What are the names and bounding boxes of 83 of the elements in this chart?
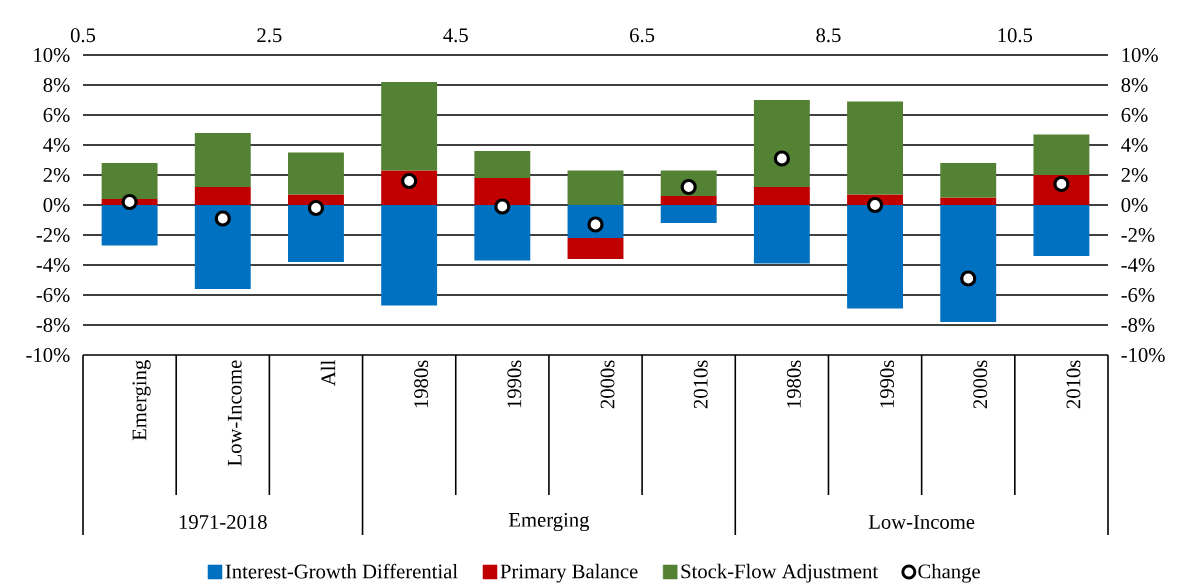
y2-tick-label: -2%: [1121, 228, 1155, 243]
bar: [194, 187, 251, 205]
x2-tick-label: 10.5: [998, 28, 1033, 43]
y-tick-label: -4%: [36, 258, 70, 273]
point: [307, 199, 325, 217]
y2-tick-label: 2%: [1121, 168, 1148, 183]
x-tick-label: 1990s: [507, 360, 522, 408]
bar: [101, 163, 158, 199]
bar: [474, 205, 531, 261]
x-tick-label: 2010s: [693, 360, 708, 409]
point: [866, 196, 884, 214]
bar: [1033, 134, 1090, 175]
y-tick-label: 4%: [43, 138, 70, 153]
bar: [288, 205, 344, 262]
point: [1053, 175, 1070, 193]
point: [494, 198, 511, 215]
bar: [660, 196, 717, 205]
bar: [660, 205, 717, 223]
point: [214, 210, 231, 227]
bar: [381, 82, 438, 171]
point: [401, 172, 418, 190]
text: Low-Income: [868, 515, 975, 529]
x2-tick-label: 0.5: [70, 28, 96, 43]
x2-tick-label: 4.5: [443, 28, 468, 43]
bar: [101, 205, 158, 246]
point: [587, 216, 604, 233]
x-tick-label: 2000s: [600, 360, 615, 409]
y-tick-label: 10%: [34, 48, 70, 63]
x-tick-label: Low-Income: [227, 360, 242, 466]
point: [960, 270, 977, 287]
y-tick-label: -10%: [26, 348, 70, 363]
x-tick-label: 1980s: [414, 360, 429, 408]
y2-tick-label: -6%: [1121, 288, 1155, 303]
bar: [940, 197, 997, 205]
legend-label: Interest-Growth Differential: [225, 563, 458, 579]
y-tick-label: -2%: [36, 228, 70, 243]
legend-label: Stock-Flow Adjustment: [681, 563, 879, 583]
text: 1971-2018: [179, 515, 267, 529]
bar: [194, 133, 251, 187]
bar: [753, 100, 810, 187]
point: [680, 178, 697, 196]
x-tick-label: 2000s: [973, 360, 988, 409]
y-tick-label: 2%: [43, 168, 70, 183]
y2-tick-label: -4%: [1121, 258, 1155, 273]
x2-tick-label: 2.5: [257, 28, 282, 43]
bar: [194, 205, 251, 289]
x-tick-label: All: [320, 360, 336, 386]
bar: [381, 205, 438, 306]
bar: [753, 187, 810, 205]
bar: [753, 205, 810, 264]
y-tick-label: 6%: [43, 108, 70, 123]
y2-tick-label: 8%: [1121, 78, 1148, 93]
bar: [474, 151, 531, 178]
bar: [940, 205, 997, 322]
bar: [288, 152, 344, 195]
bar: [567, 238, 624, 259]
point: [773, 150, 790, 167]
y2-tick-label: 0%: [1121, 198, 1148, 213]
y2-tick-label: 10%: [1122, 48, 1158, 63]
y-tick-label: -6%: [36, 288, 70, 303]
y-tick-label: -8%: [36, 318, 70, 333]
point: [121, 193, 138, 211]
bar: [474, 178, 531, 205]
bar: [1033, 205, 1090, 256]
x-tick-label: 1980s: [786, 360, 801, 408]
y2-tick-label: 4%: [1121, 137, 1148, 153]
x2-tick-label: 6.5: [630, 28, 655, 43]
bar: [847, 101, 904, 195]
x-tick-label: Emerging: [132, 360, 151, 441]
x-tick-label: 1990s: [880, 360, 895, 408]
x-tick-label: 2010s: [1066, 360, 1081, 409]
legend-label: Change: [918, 563, 980, 583]
text: Emerging: [508, 512, 590, 532]
y2-tick-label: -8%: [1121, 318, 1155, 333]
y-tick-label: 8%: [43, 78, 70, 93]
y2-tick-label: 6%: [1121, 108, 1148, 123]
bar: [567, 170, 624, 205]
y2-tick-label: -10%: [1121, 348, 1165, 363]
bar: [940, 163, 997, 198]
y-tick-label: 0%: [43, 198, 70, 213]
legend-label: Primary Balance: [500, 563, 638, 583]
bar: [847, 205, 904, 309]
x2-tick-label: 8.5: [816, 28, 841, 43]
